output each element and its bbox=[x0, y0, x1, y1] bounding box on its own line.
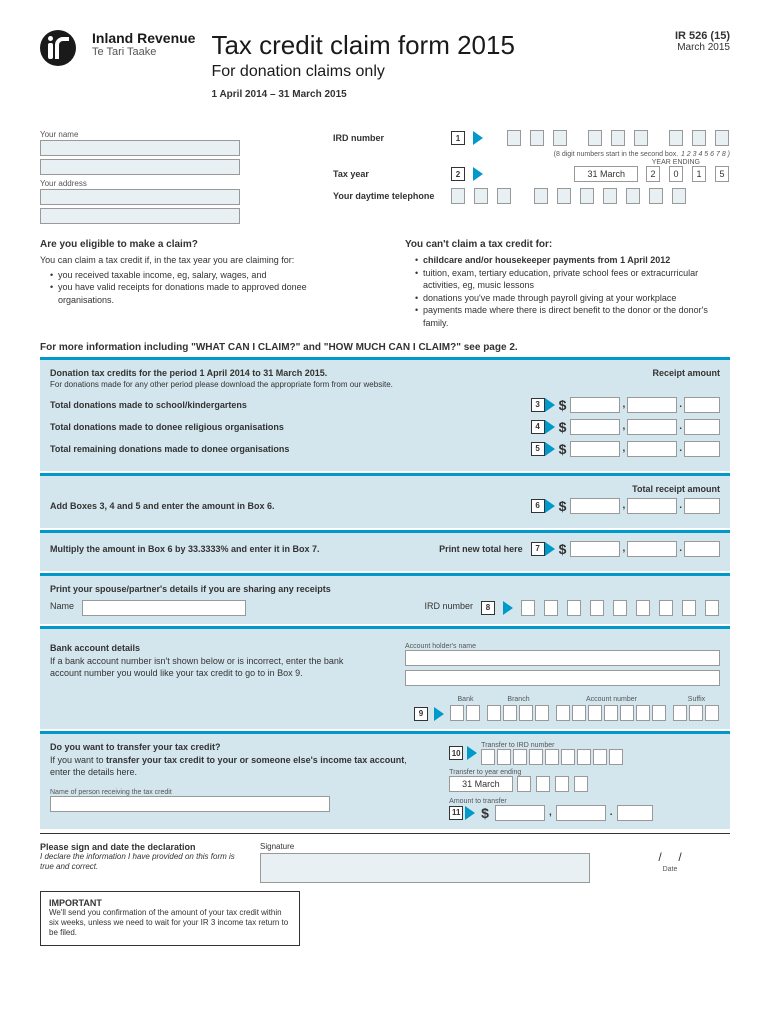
holder-input[interactable] bbox=[405, 650, 720, 666]
row-7-label: Multiply the amount in Box 6 by 33.3333%… bbox=[50, 544, 439, 554]
donations-section: Donation tax credits for the period 1 Ap… bbox=[40, 357, 730, 471]
row-3-label: Total donations made to school/kindergar… bbox=[50, 400, 531, 410]
transfer-amount-label: Amount to transfer bbox=[449, 798, 720, 805]
brand: Inland Revenue Te Tari Taake bbox=[92, 30, 195, 58]
badge-2: 2 bbox=[451, 167, 465, 181]
date-slashes: / / bbox=[610, 850, 730, 864]
brand-subtitle: Te Tari Taake bbox=[92, 46, 195, 58]
your-address-label: Your address bbox=[40, 179, 293, 188]
eligible-title: Are you eligible to make a claim? bbox=[40, 239, 365, 250]
tax-year-label: Tax year bbox=[333, 169, 443, 179]
transfer-title: Do you want to transfer your tax credit? bbox=[50, 742, 429, 752]
name-input-2[interactable] bbox=[40, 159, 240, 175]
important-box: IMPORTANT We'll send you confirmation of… bbox=[40, 891, 300, 946]
transfer-ird-label: Transfer to IRD number bbox=[481, 742, 720, 749]
bank-text: If a bank account number isn't shown bel… bbox=[50, 655, 365, 680]
arrow-icon bbox=[473, 131, 483, 145]
ird-digit[interactable] bbox=[507, 130, 521, 146]
address-input-1[interactable] bbox=[40, 189, 240, 205]
badge-1: 1 bbox=[451, 131, 465, 145]
transfer-name-label: Name of person receiving the tax credit bbox=[50, 789, 429, 796]
declaration: Please sign and date the declaration I d… bbox=[40, 833, 730, 883]
page-subtitle: For donation claims only bbox=[211, 63, 659, 81]
bank-title: Bank account details bbox=[50, 643, 365, 653]
badge-5: 5 bbox=[531, 442, 545, 456]
spouse-name-label: Name bbox=[50, 600, 74, 613]
holder-label: Account holder's name bbox=[405, 643, 720, 650]
spouse-ird-label: IRD number bbox=[424, 600, 473, 613]
cant-list: childcare and/or housekeeper payments fr… bbox=[405, 254, 730, 330]
ird-note: (8 digit numbers start in the second box… bbox=[554, 151, 679, 158]
decl-text: I declare the information I have provide… bbox=[40, 852, 240, 873]
brand-name: Inland Revenue bbox=[92, 30, 195, 46]
receipt-amount-label: Receipt amount bbox=[652, 368, 720, 395]
multiply-section: Multiply the amount in Box 6 by 33.3333%… bbox=[40, 530, 730, 571]
your-name-label: Your name bbox=[40, 130, 293, 139]
arrow-icon bbox=[473, 167, 483, 181]
donations-sub: For donations made for any other period … bbox=[50, 380, 393, 389]
more-info: For more information including "WHAT CAN… bbox=[40, 342, 730, 353]
year-ending-label: YEAR ENDING bbox=[333, 159, 700, 166]
phone-label: Your daytime telephone bbox=[333, 191, 443, 201]
form-code: IR 526 (15) March 2015 bbox=[675, 30, 730, 53]
eligible-list: you received taxable income, eg, salary,… bbox=[40, 269, 365, 307]
sig-label: Signature bbox=[260, 842, 590, 851]
donations-title: Donation tax credits for the period 1 Ap… bbox=[50, 368, 393, 378]
badge-3: 3 bbox=[531, 398, 545, 412]
cant-title: You can't claim a tax credit for: bbox=[405, 239, 730, 250]
date-label: Date bbox=[610, 866, 730, 873]
total-section: Total receipt amount Add Boxes 3, 4 and … bbox=[40, 473, 730, 528]
spouse-name-input[interactable] bbox=[82, 600, 246, 616]
row-4-label: Total donations made to donee religious … bbox=[50, 422, 531, 432]
total-receipt-label: Total receipt amount bbox=[50, 484, 720, 494]
holder-input-2[interactable] bbox=[405, 670, 720, 686]
eligible-intro: You can claim a tax credit if, in the ta… bbox=[40, 254, 365, 267]
transfer-section: Do you want to transfer your tax credit?… bbox=[40, 731, 730, 829]
date-31march: 31 March bbox=[574, 166, 638, 182]
date-range: 1 April 2014 – 31 March 2015 bbox=[211, 89, 659, 100]
important-text: We'll send you confirmation of the amoun… bbox=[49, 908, 291, 939]
ir-logo-icon bbox=[40, 30, 76, 66]
transfer-year-label: Transfer to year ending bbox=[449, 769, 720, 776]
badge-11: 11 bbox=[449, 806, 463, 820]
row-6-label: Add Boxes 3, 4 and 5 and enter the amoun… bbox=[50, 501, 531, 511]
badge-7: 7 bbox=[531, 542, 545, 556]
spouse-title: Print your spouse/partner's details if y… bbox=[50, 584, 720, 594]
phone-digit[interactable] bbox=[451, 188, 465, 204]
page-title: Tax credit claim form 2015 bbox=[211, 30, 659, 61]
ird-label: IRD number bbox=[333, 133, 443, 143]
badge-8: 8 bbox=[481, 601, 495, 615]
bank-section: Bank account details If a bank account n… bbox=[40, 626, 730, 729]
decl-title: Please sign and date the declaration bbox=[40, 842, 240, 852]
header: Inland Revenue Te Tari Taake Tax credit … bbox=[40, 30, 730, 100]
badge-4: 4 bbox=[531, 420, 545, 434]
spouse-section: Print your spouse/partner's details if y… bbox=[40, 573, 730, 624]
badge-6: 6 bbox=[531, 499, 545, 513]
badge-10: 10 bbox=[449, 746, 463, 760]
address-input-2[interactable] bbox=[40, 208, 240, 224]
important-title: IMPORTANT bbox=[49, 898, 291, 908]
row-5-label: Total remaining donations made to donee … bbox=[50, 444, 531, 454]
print-new-label: Print new total here bbox=[439, 544, 523, 554]
transfer-name-input[interactable] bbox=[50, 796, 330, 812]
signature-input[interactable] bbox=[260, 853, 590, 883]
transfer-text: If you want to transfer your tax credit … bbox=[50, 754, 429, 779]
box3-a[interactable] bbox=[570, 397, 620, 413]
name-input-1[interactable] bbox=[40, 140, 240, 156]
badge-9: 9 bbox=[414, 707, 428, 721]
